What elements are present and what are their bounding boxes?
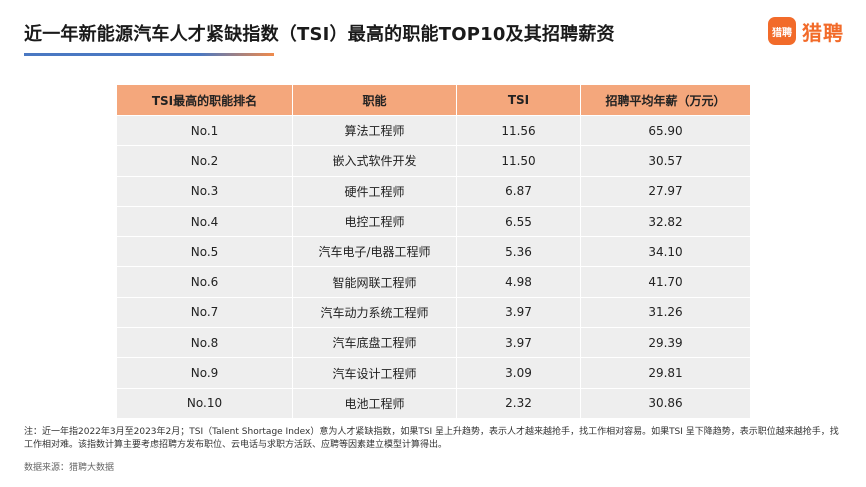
table-row: No.8 汽车底盘工程师 3.97 29.39 — [116, 327, 751, 359]
page-title: 近一年新能源汽车人才紧缺指数（TSI）最高的职能TOP10及其招聘薪资 — [24, 24, 615, 45]
table-row: No.9 汽车设计工程师 3.09 29.81 — [116, 357, 751, 389]
salary-cell: 30.86 — [580, 387, 751, 419]
table-row: No.6 智能网联工程师 4.98 41.70 — [116, 266, 751, 298]
salary-cell: 32.82 — [580, 205, 751, 238]
liepin-logo: 猎聘 猎聘 — [768, 16, 844, 46]
tsi-cell: 11.56 — [456, 114, 581, 147]
rank-cell: No.3 — [116, 175, 293, 207]
rank-cell: No.1 — [116, 114, 293, 147]
salary-cell: 30.57 — [580, 145, 751, 177]
function-cell: 算法工程师 — [292, 114, 457, 147]
header-salary: 招聘平均年薪（万元） — [580, 84, 751, 116]
rank-cell: No.6 — [116, 266, 293, 298]
rank-cell: No.9 — [116, 357, 293, 389]
footnote: 注：近一年指2022年3月至2023年2月；TSI（Talent Shortag… — [24, 427, 839, 450]
tsi-cell: 3.97 — [456, 327, 581, 359]
tsi-table: TSI最高的职能排名 职能 TSI 招聘平均年薪（万元） No.1 算法工程师 11… — [116, 84, 751, 419]
table-row: No.2 嵌入式软件开发 11.50 30.57 — [116, 145, 751, 177]
tsi-cell: 5.36 — [456, 236, 581, 268]
table-row: No.7 汽车动力系统工程师 3.97 31.26 — [116, 296, 751, 329]
table-header-row: TSI最高的职能排名 职能 TSI 招聘平均年薪（万元） — [116, 84, 751, 116]
table-row: No.3 硬件工程师 6.87 27.97 — [116, 175, 751, 207]
salary-cell: 65.90 — [580, 114, 751, 147]
logo-text: 猎聘 — [802, 20, 844, 45]
table-row: No.1 算法工程师 11.56 65.90 — [116, 114, 751, 147]
function-cell: 智能网联工程师 — [292, 266, 457, 298]
tsi-cell: 3.09 — [456, 357, 581, 389]
tsi-cell: 4.98 — [456, 266, 581, 298]
function-cell: 嵌入式软件开发 — [292, 145, 457, 177]
salary-cell: 27.97 — [580, 175, 751, 207]
rank-cell: No.4 — [116, 205, 293, 238]
header-function: 职能 — [292, 84, 457, 116]
rank-cell: No.5 — [116, 236, 293, 268]
data-source: 数据来源：猎聘大数据 — [24, 463, 115, 473]
tsi-cell: 2.32 — [456, 387, 581, 419]
tsi-cell: 6.55 — [456, 205, 581, 238]
rank-cell: No.2 — [116, 145, 293, 177]
function-cell: 汽车动力系统工程师 — [292, 296, 457, 329]
tsi-cell: 11.50 — [456, 145, 581, 177]
function-cell: 汽车电子/电器工程师 — [292, 236, 457, 268]
rank-cell: No.10 — [116, 387, 293, 419]
header-rank: TSI最高的职能排名 — [116, 84, 293, 116]
table-row: No.4 电控工程师 6.55 32.82 — [116, 205, 751, 238]
salary-cell: 41.70 — [580, 266, 751, 298]
tsi-cell: 6.87 — [456, 175, 581, 207]
salary-cell: 29.39 — [580, 327, 751, 359]
function-cell: 硬件工程师 — [292, 175, 457, 207]
table-row: No.5 汽车电子/电器工程师 5.36 34.10 — [116, 236, 751, 268]
salary-cell: 34.10 — [580, 236, 751, 268]
title-underline — [24, 53, 274, 56]
tsi-cell: 3.97 — [456, 296, 581, 329]
table-row: No.10 电池工程师 2.32 30.86 — [116, 387, 751, 419]
rank-cell: No.8 — [116, 327, 293, 359]
logo-badge-icon: 猎聘 — [768, 17, 796, 45]
salary-cell: 29.81 — [580, 357, 751, 389]
function-cell: 汽车设计工程师 — [292, 357, 457, 389]
function-cell: 汽车底盘工程师 — [292, 327, 457, 359]
header-tsi: TSI — [456, 84, 581, 116]
rank-cell: No.7 — [116, 296, 293, 329]
salary-cell: 31.26 — [580, 296, 751, 329]
function-cell: 电控工程师 — [292, 205, 457, 238]
function-cell: 电池工程师 — [292, 387, 457, 419]
